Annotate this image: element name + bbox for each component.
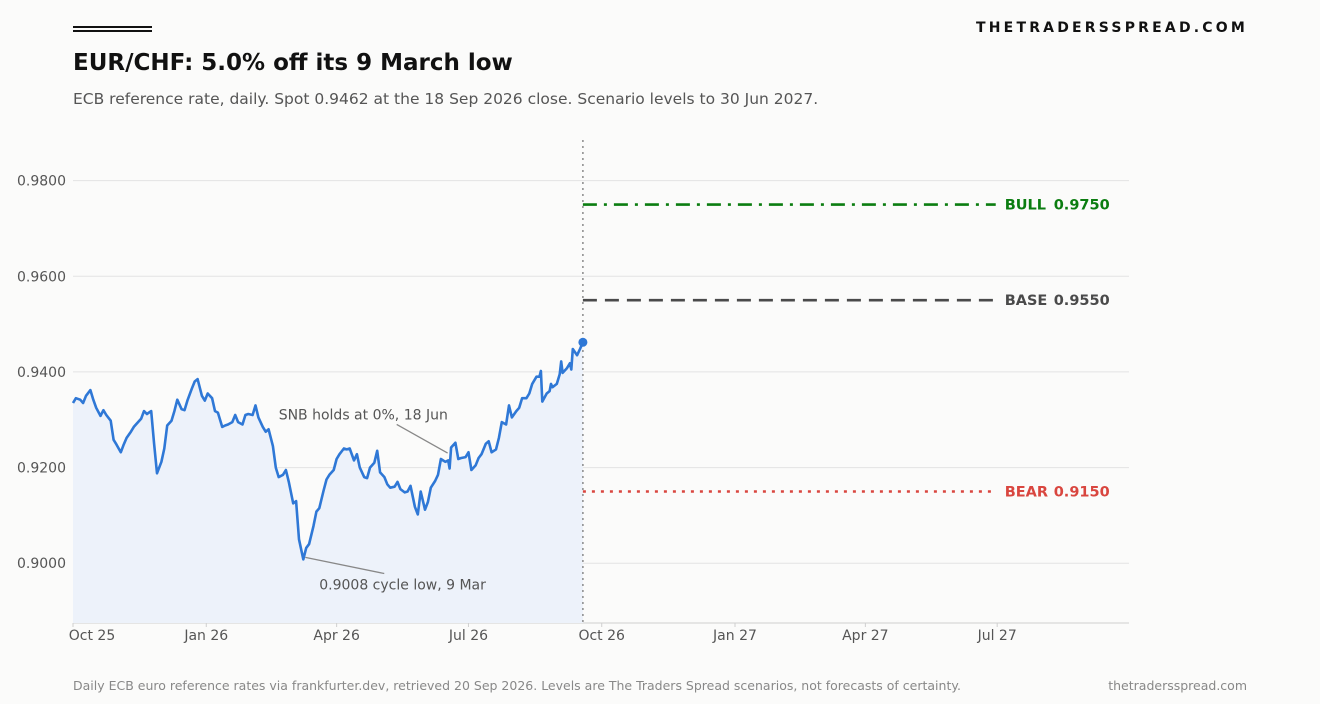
y-tick-label: 0.9600 bbox=[17, 269, 66, 285]
annotation-leader bbox=[305, 556, 385, 575]
annotation-label: 0.9008 cycle low, 9 Mar bbox=[319, 578, 486, 594]
source-note: Daily ECB euro reference rates via frank… bbox=[73, 678, 961, 693]
x-tick-label: Apr 27 bbox=[842, 628, 888, 644]
y-tick-label: 0.9800 bbox=[17, 174, 66, 190]
x-tick-label: Apr 26 bbox=[313, 628, 360, 644]
y-tick-label: 0.9000 bbox=[17, 556, 66, 572]
x-tick-label: Jul 26 bbox=[448, 628, 488, 644]
scenario-value-base: 0.9550 bbox=[1054, 293, 1110, 309]
scenario-value-bull: 0.9750 bbox=[1054, 198, 1110, 214]
annotation-label: SNB holds at 0%, 18 Jun bbox=[279, 407, 448, 423]
x-tick-label: Jan 27 bbox=[712, 628, 757, 644]
scenario-name-bear: BEAR bbox=[1005, 484, 1048, 500]
price-area bbox=[73, 342, 583, 623]
x-tick-label: Oct 26 bbox=[578, 628, 625, 644]
scenario-name-bull: BULL bbox=[1005, 198, 1046, 214]
spot-marker bbox=[578, 337, 588, 347]
site-credit: thetradersspread.com bbox=[1108, 678, 1247, 693]
header-rule bbox=[73, 26, 152, 32]
chart-subtitle: ECB reference rate, daily. Spot 0.9462 a… bbox=[73, 90, 819, 108]
chart-title: EUR/CHF: 5.0% off its 9 March low bbox=[73, 50, 513, 76]
scenario-name-base: BASE bbox=[1005, 293, 1048, 309]
y-tick-label: 0.9400 bbox=[17, 365, 66, 381]
scenario-value-bear: 0.9150 bbox=[1054, 484, 1110, 500]
x-tick-label: Jul 27 bbox=[977, 628, 1017, 644]
price-line bbox=[71, 341, 585, 561]
y-tick-label: 0.9200 bbox=[17, 461, 66, 477]
x-tick-label: Oct 25 bbox=[69, 628, 115, 644]
brand-wordmark: THETRADERSSPREAD.COM bbox=[976, 20, 1248, 36]
annotation-leader bbox=[396, 423, 448, 454]
x-tick-label: Jan 26 bbox=[183, 628, 228, 644]
